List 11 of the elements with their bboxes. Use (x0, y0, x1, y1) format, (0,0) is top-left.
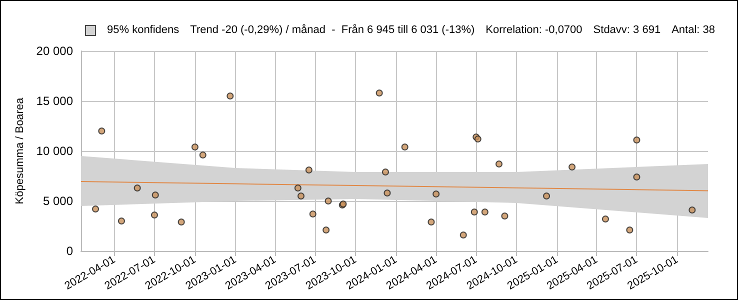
y-tick-label: 0 (66, 244, 74, 258)
y-axis-title: Köpesumma / Boarea (14, 96, 26, 204)
text: Trend -20 (-0,29%) / månad - Från 6 945 till 6 031 (-13%) (190, 24, 475, 36)
text: Korrelation: -0,0700 (486, 24, 582, 36)
text: Antal: 38 (672, 24, 715, 36)
y-tick-label: 5 000 (42, 194, 74, 208)
legend-title: 95% konfidens (107, 24, 180, 36)
y-tick-label: 10 000 (36, 144, 74, 158)
y-tick-label: 15 000 (36, 94, 74, 108)
text: Stdavv: 3 691 (593, 24, 661, 36)
y-tick-label: 20 000 (36, 44, 74, 58)
